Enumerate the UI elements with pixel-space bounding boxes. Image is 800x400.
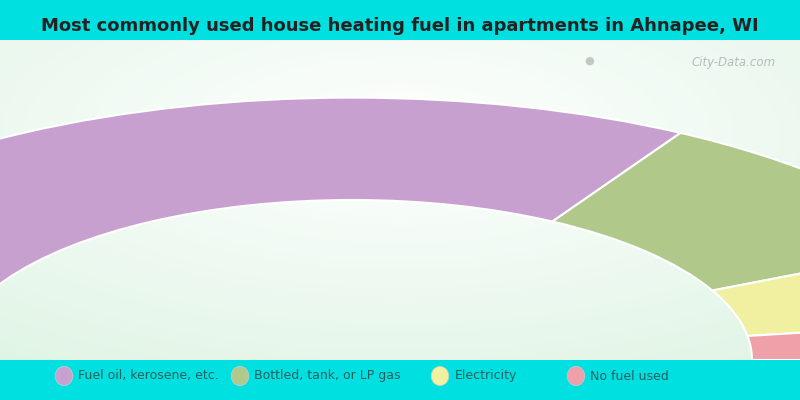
Text: Most commonly used house heating fuel in apartments in Ahnapee, WI: Most commonly used house heating fuel in… — [41, 17, 759, 35]
Text: ●: ● — [584, 56, 594, 66]
Ellipse shape — [55, 366, 73, 386]
Ellipse shape — [231, 366, 249, 386]
Wedge shape — [747, 320, 800, 360]
Text: Bottled, tank, or LP gas: Bottled, tank, or LP gas — [254, 370, 401, 382]
Text: Fuel oil, kerosene, etc.: Fuel oil, kerosene, etc. — [78, 370, 219, 382]
Ellipse shape — [567, 366, 585, 386]
Text: Electricity: Electricity — [454, 370, 517, 382]
Ellipse shape — [431, 366, 449, 386]
Wedge shape — [0, 98, 681, 360]
Wedge shape — [712, 246, 800, 336]
Text: No fuel used: No fuel used — [590, 370, 669, 382]
Wedge shape — [552, 133, 800, 290]
Text: City-Data.com: City-Data.com — [692, 56, 776, 69]
